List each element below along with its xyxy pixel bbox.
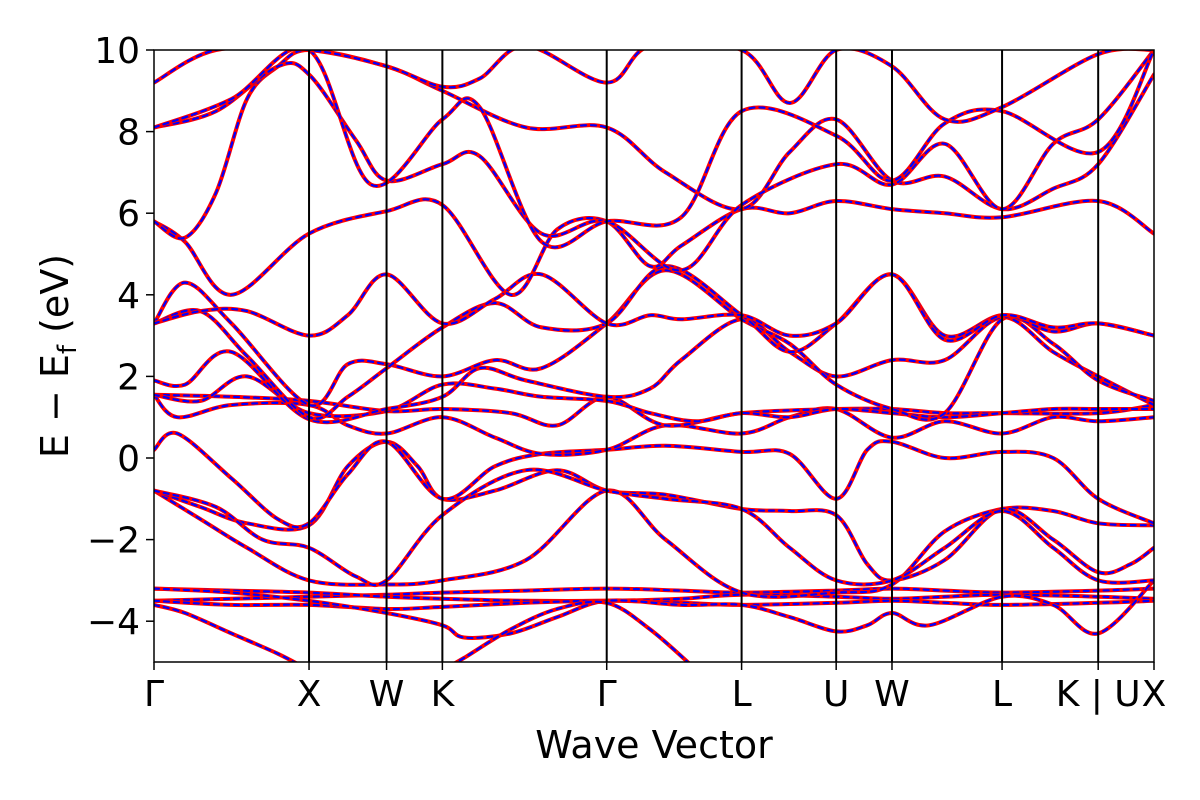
y-axis-ticks: −4 −2 0 2 4 6 8 10 — [87, 31, 154, 643]
x-tick-label-10: X — [1142, 674, 1167, 715]
band-line-blue-0-20 — [154, 50, 1154, 249]
y-axis-label-subscript: f — [53, 344, 83, 354]
y-tick-label-6: 8 — [117, 113, 140, 154]
x-tick-label-6: U — [823, 674, 849, 715]
band-line-blue-0-17 — [154, 198, 1154, 296]
x-tick-label-4: Γ — [597, 674, 617, 715]
band-line-blue-0-21 — [154, 50, 1154, 123]
y-tick-label-3: 2 — [117, 357, 140, 398]
band-line-blue-0-1 — [154, 587, 1154, 603]
band-line-blue-0-4 — [154, 603, 297, 662]
x-tick-label-7: W — [874, 674, 910, 715]
x-tick-label-2: W — [369, 674, 405, 715]
band-line-blue-0-7 — [154, 440, 1154, 582]
y-axis-label-main: E − E — [33, 354, 77, 458]
y-tick-label-0: −4 — [87, 602, 140, 643]
x-tick-label-5: L — [732, 674, 752, 715]
y-tick-label-5: 6 — [117, 194, 140, 235]
band-line-blue-0-9 — [154, 431, 1154, 529]
x-tick-label-1: X — [297, 674, 322, 715]
x-tick-label-0: Γ — [144, 674, 164, 715]
y-tick-label-1: −2 — [87, 521, 140, 562]
band-lines — [154, 50, 1154, 662]
plot-frame — [153, 49, 1155, 663]
y-axis-label: E − Ef (eV) — [33, 254, 83, 458]
x-tick-label-9: K | U — [1056, 674, 1141, 715]
y-tick-label-4: 4 — [117, 276, 140, 317]
band-line-blue-0-12 — [154, 375, 1154, 423]
y-axis-label-unit: (eV) — [33, 254, 77, 345]
band-line-blue-0-0 — [154, 587, 1154, 602]
y-tick-label-7: 10 — [94, 31, 140, 72]
x-tick-label-8: L — [992, 674, 1012, 715]
band-line-blue-0-8 — [154, 468, 1154, 587]
band-line-blue-0-16 — [154, 272, 1154, 342]
x-axis-label: Wave Vector — [535, 723, 773, 767]
band-line-blue-0-5 — [454, 600, 690, 662]
high-symmetry-lines — [308, 50, 1100, 662]
x-tick-label-3: K — [431, 674, 456, 715]
y-tick-label-2: 0 — [117, 439, 140, 480]
